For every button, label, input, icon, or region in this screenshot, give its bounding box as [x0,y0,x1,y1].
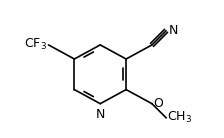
Text: CH$_3$: CH$_3$ [167,110,192,125]
Text: N: N [96,108,105,121]
Text: CF$_3$: CF$_3$ [24,37,47,52]
Text: N: N [168,24,178,37]
Text: O: O [153,97,163,110]
